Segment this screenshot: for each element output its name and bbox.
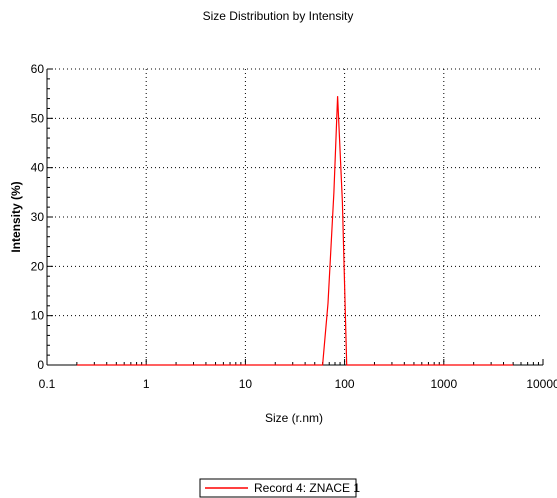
legend-label: Record 4: ZNACE 1 bbox=[254, 481, 360, 495]
y-tick-label: 30 bbox=[31, 210, 45, 224]
series-layer bbox=[76, 96, 514, 366]
x-tick-label: 1000 bbox=[430, 377, 457, 391]
legend-box bbox=[199, 478, 357, 498]
x-axis-label: Size (r.nm) bbox=[265, 411, 323, 425]
y-tick-label: 50 bbox=[31, 111, 45, 125]
y-axis-label: Intensity (%) bbox=[9, 181, 23, 252]
legend: Record 4: ZNACE 1 bbox=[199, 478, 360, 498]
y-tick-label: 20 bbox=[31, 259, 45, 273]
x-tick-label: 100 bbox=[335, 377, 355, 391]
series-line bbox=[76, 96, 514, 366]
x-tick-label: 10 bbox=[239, 377, 253, 391]
chart-title: Size Distribution by Intensity bbox=[203, 9, 354, 23]
y-tick-label: 60 bbox=[31, 62, 45, 76]
y-tick-label: 0 bbox=[37, 358, 44, 372]
y-tick-label: 40 bbox=[31, 161, 45, 175]
x-tick-label: 0.1 bbox=[39, 377, 56, 391]
y-tick-label: 10 bbox=[31, 309, 45, 323]
x-tick-label: 10000 bbox=[526, 377, 557, 391]
x-tick-label: 1 bbox=[143, 377, 150, 391]
tick-labels: 0.1 1 10 100 1000 10000 0 10 20 30 40 50 60 bbox=[31, 62, 557, 391]
grid bbox=[47, 68, 543, 365]
